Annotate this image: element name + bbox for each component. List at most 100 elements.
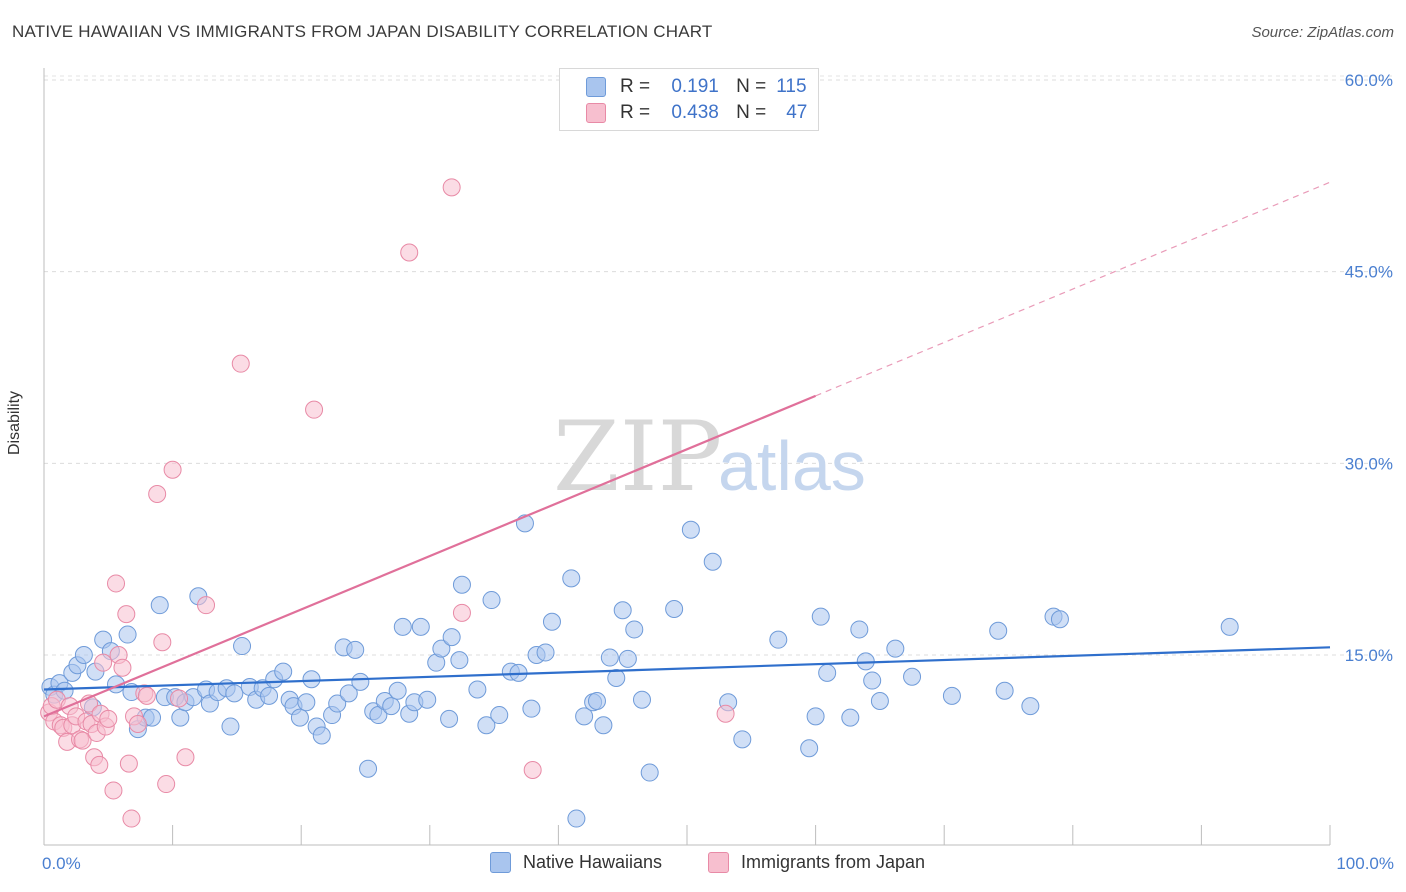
- point-native-hawaiians: [542, 612, 561, 631]
- point-native-hawaiians: [233, 637, 252, 656]
- point-native-hawaiians: [1050, 610, 1069, 629]
- point-native-hawaiians: [587, 692, 606, 710]
- point-native-hawaiians: [221, 717, 240, 736]
- point-native-hawaiians: [312, 726, 331, 745]
- legend-swatch-immigrants-japan: [708, 852, 729, 873]
- trend-line-1: [43, 394, 817, 718]
- point-immigrants-japan: [90, 755, 109, 774]
- point-native-hawaiians: [452, 575, 471, 594]
- axes: [43, 68, 1331, 846]
- point-native-hawaiians: [432, 639, 451, 658]
- point-native-hawaiians: [886, 639, 905, 658]
- point-native-hawaiians: [490, 706, 509, 725]
- legend-label-native-hawaiians: Native Hawaiians: [523, 852, 663, 872]
- point-native-hawaiians: [359, 759, 378, 778]
- legend-label-immigrants-japan: Immigrants from Japan: [741, 852, 926, 872]
- y-tick-label: 60.0%: [1345, 71, 1393, 90]
- point-native-hawaiians: [942, 686, 961, 705]
- stats-legend: R = 0.191 N = 115 R = 0.438 N = 47: [559, 68, 819, 131]
- point-native-hawaiians: [989, 621, 1008, 640]
- point-immigrants-japan: [107, 574, 126, 593]
- point-immigrants-japan: [113, 658, 132, 677]
- point-native-hawaiians: [339, 684, 358, 703]
- point-native-hawaiians: [903, 667, 922, 686]
- point-native-hawaiians: [575, 707, 594, 726]
- point-native-hawaiians: [388, 681, 407, 700]
- y-tick-label: 45.0%: [1345, 263, 1393, 282]
- point-native-hawaiians: [769, 630, 788, 649]
- point-immigrants-japan: [716, 704, 735, 723]
- n-value: 47: [786, 102, 808, 123]
- point-native-hawaiians: [522, 699, 541, 718]
- point-immigrants-japan: [153, 633, 172, 652]
- point-immigrants-japan: [148, 485, 167, 503]
- point-native-hawaiians: [302, 670, 321, 689]
- point-native-hawaiians: [632, 690, 651, 709]
- point-immigrants-japan: [163, 460, 182, 479]
- stats-row-immigrants-japan: R = 0.438 N = 47: [586, 101, 807, 125]
- swatch-native-hawaiians: [586, 77, 606, 97]
- point-native-hawaiians: [171, 708, 190, 727]
- point-immigrants-japan: [170, 689, 189, 708]
- source-credit: Source: ZipAtlas.com: [1251, 24, 1394, 41]
- point-native-hawaiians: [733, 730, 752, 749]
- point-immigrants-japan: [305, 400, 324, 419]
- watermark: ZIP atlas: [553, 401, 866, 513]
- point-native-hawaiians: [477, 716, 496, 735]
- point-native-hawaiians: [625, 620, 644, 639]
- point-native-hawaiians: [811, 607, 830, 626]
- point-immigrants-japan: [197, 596, 216, 615]
- point-native-hawaiians: [274, 662, 293, 681]
- x-tick-label: 100.0%: [1336, 854, 1394, 873]
- legend-item-native-hawaiians: Native Hawaiians: [490, 852, 662, 873]
- point-native-hawaiians: [806, 707, 825, 726]
- data-points: [40, 178, 1239, 828]
- point-native-hawaiians: [290, 708, 309, 727]
- point-native-hawaiians: [450, 651, 469, 670]
- point-immigrants-japan: [523, 761, 542, 779]
- point-native-hawaiians: [594, 716, 613, 735]
- point-native-hawaiians: [818, 663, 837, 682]
- legend-item-immigrants-japan: Immigrants from Japan: [708, 852, 925, 873]
- point-native-hawaiians: [150, 596, 169, 615]
- point-immigrants-japan: [94, 653, 113, 672]
- point-native-hawaiians: [600, 648, 619, 667]
- point-native-hawaiians: [482, 591, 501, 610]
- tick-labels: 15.0% 30.0% 45.0% 60.0% 0.0% 100.0%: [42, 71, 1394, 873]
- point-native-hawaiians: [995, 681, 1014, 700]
- point-native-hawaiians: [346, 640, 365, 659]
- point-immigrants-japan: [400, 243, 419, 262]
- point-native-hawaiians: [567, 809, 586, 828]
- point-native-hawaiians: [618, 649, 637, 668]
- n-value: 115: [776, 76, 807, 97]
- point-immigrants-japan: [117, 605, 136, 624]
- point-immigrants-japan: [99, 709, 118, 728]
- point-native-hawaiians: [703, 552, 722, 571]
- point-native-hawaiians: [328, 694, 347, 713]
- r-value: 0.438: [671, 102, 719, 123]
- y-tick-label: 30.0%: [1345, 454, 1393, 473]
- point-native-hawaiians: [800, 739, 819, 758]
- chart-title: NATIVE HAWAIIAN VS IMMIGRANTS FROM JAPAN…: [12, 22, 713, 41]
- point-native-hawaiians: [613, 601, 632, 620]
- trend-line-extension-1: [815, 181, 1331, 397]
- point-native-hawaiians: [870, 692, 889, 710]
- point-native-hawaiians: [841, 708, 860, 727]
- r-value: 0.191: [671, 76, 719, 97]
- y-tick-label: 15.0%: [1345, 646, 1393, 665]
- point-immigrants-japan: [73, 731, 92, 750]
- n-label: N =: [736, 76, 767, 97]
- point-immigrants-japan: [452, 603, 471, 622]
- n-label: N =: [736, 102, 767, 123]
- point-native-hawaiians: [411, 617, 430, 636]
- stats-row-native-hawaiians: R = 0.191 N = 115: [586, 75, 807, 99]
- point-native-hawaiians: [351, 672, 370, 691]
- point-native-hawaiians: [1021, 697, 1040, 716]
- point-native-hawaiians: [681, 520, 700, 539]
- swatch-immigrants-japan: [586, 103, 606, 123]
- point-native-hawaiians: [850, 620, 869, 639]
- r-label: R =: [620, 102, 651, 123]
- point-immigrants-japan: [231, 354, 250, 373]
- point-native-hawaiians: [536, 643, 555, 662]
